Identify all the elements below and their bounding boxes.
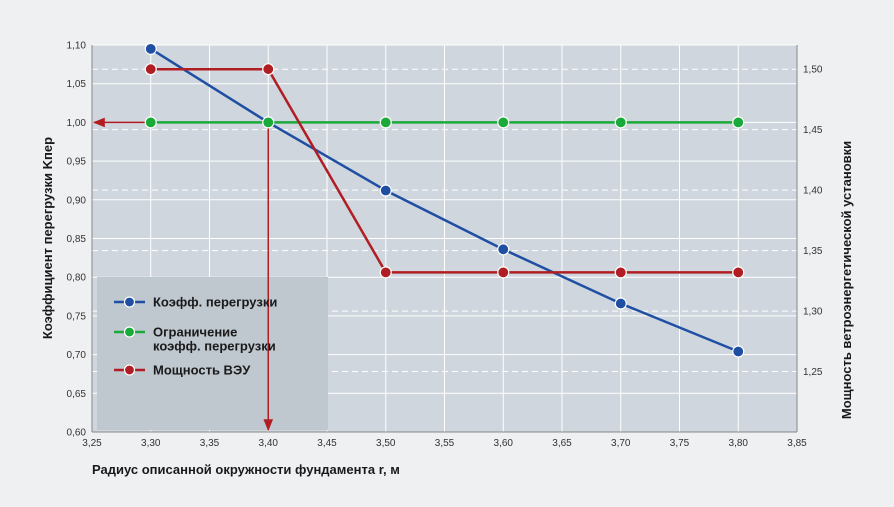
x-tick-label: 3,35 xyxy=(200,438,220,449)
y-right-tick-label: 1,30 xyxy=(803,307,823,318)
series-line-1 xyxy=(150,47,739,353)
y-left-tick-label: 0,80 xyxy=(67,273,87,284)
data-point xyxy=(379,116,392,129)
x-tick-label: 3,25 xyxy=(82,438,102,449)
data-point xyxy=(379,184,392,197)
x-tick-label: 3,55 xyxy=(435,438,455,449)
legend-label: Ограничение xyxy=(153,325,237,340)
legend-label: Мощность ВЭУ xyxy=(153,363,251,378)
y-left-tick-label: 1,00 xyxy=(67,118,87,129)
x-tick-label: 3,30 xyxy=(141,438,161,449)
x-tick-label: 3,60 xyxy=(494,438,514,449)
legend-label: коэфф. перегрузки xyxy=(153,339,276,354)
y-right-tick-label: 1,50 xyxy=(803,65,823,76)
y-left-tick-label: 0,60 xyxy=(67,428,87,439)
data-point xyxy=(614,297,627,310)
data-point xyxy=(614,266,627,279)
x-tick-label: 3,65 xyxy=(552,438,572,449)
y-right-tick-label: 1,25 xyxy=(803,367,823,378)
y-left-tick-label: 0,90 xyxy=(67,195,87,206)
x-tick-label: 3,75 xyxy=(670,438,690,449)
x-tick-label: 3,40 xyxy=(259,438,279,449)
x-tick-label: 3,70 xyxy=(611,438,631,449)
data-point xyxy=(144,63,157,76)
data-point xyxy=(497,116,510,129)
y-left-tick-label: 0,65 xyxy=(67,389,87,400)
y-left-tick-label: 1,10 xyxy=(67,41,87,52)
y-left-tick-label: 0,70 xyxy=(67,350,87,361)
y-right-axis-title: Мощность ветроэнергетической установки xyxy=(839,141,854,419)
data-point xyxy=(614,116,627,129)
x-tick-label: 3,80 xyxy=(729,438,749,449)
y-left-tick-label: 0,75 xyxy=(67,311,87,322)
legend-swatch-marker xyxy=(123,364,136,376)
data-point xyxy=(144,116,157,129)
data-point xyxy=(379,266,392,279)
legend-label: Коэфф. перегрузки xyxy=(153,295,277,310)
data-point xyxy=(732,116,745,129)
data-point xyxy=(262,63,275,76)
data-point xyxy=(497,243,510,256)
data-point xyxy=(497,266,510,279)
y-right-tick-label: 1,45 xyxy=(803,125,823,136)
x-axis-title: Радиус описанной окружности фундамента r… xyxy=(92,462,400,477)
y-left-axis-title: Коэффициент перегрузки Kпер xyxy=(40,137,55,339)
legend-swatch-marker xyxy=(123,326,136,338)
y-left-tick-label: 0,85 xyxy=(67,234,87,245)
data-point xyxy=(262,116,275,129)
y-left-tick-label: 0,95 xyxy=(67,157,87,168)
x-tick-label: 3,50 xyxy=(376,438,396,449)
y-left-tick-label: 1,05 xyxy=(67,79,87,90)
data-point xyxy=(144,42,157,55)
x-tick-label: 3,45 xyxy=(317,438,337,449)
data-point xyxy=(732,266,745,279)
series-line-3 xyxy=(150,67,739,274)
legend-swatch-marker xyxy=(123,296,136,308)
data-point xyxy=(732,345,745,358)
y-right-tick-label: 1,40 xyxy=(803,186,823,197)
x-tick-label: 3,85 xyxy=(787,438,807,449)
y-right-tick-label: 1,35 xyxy=(803,246,823,257)
